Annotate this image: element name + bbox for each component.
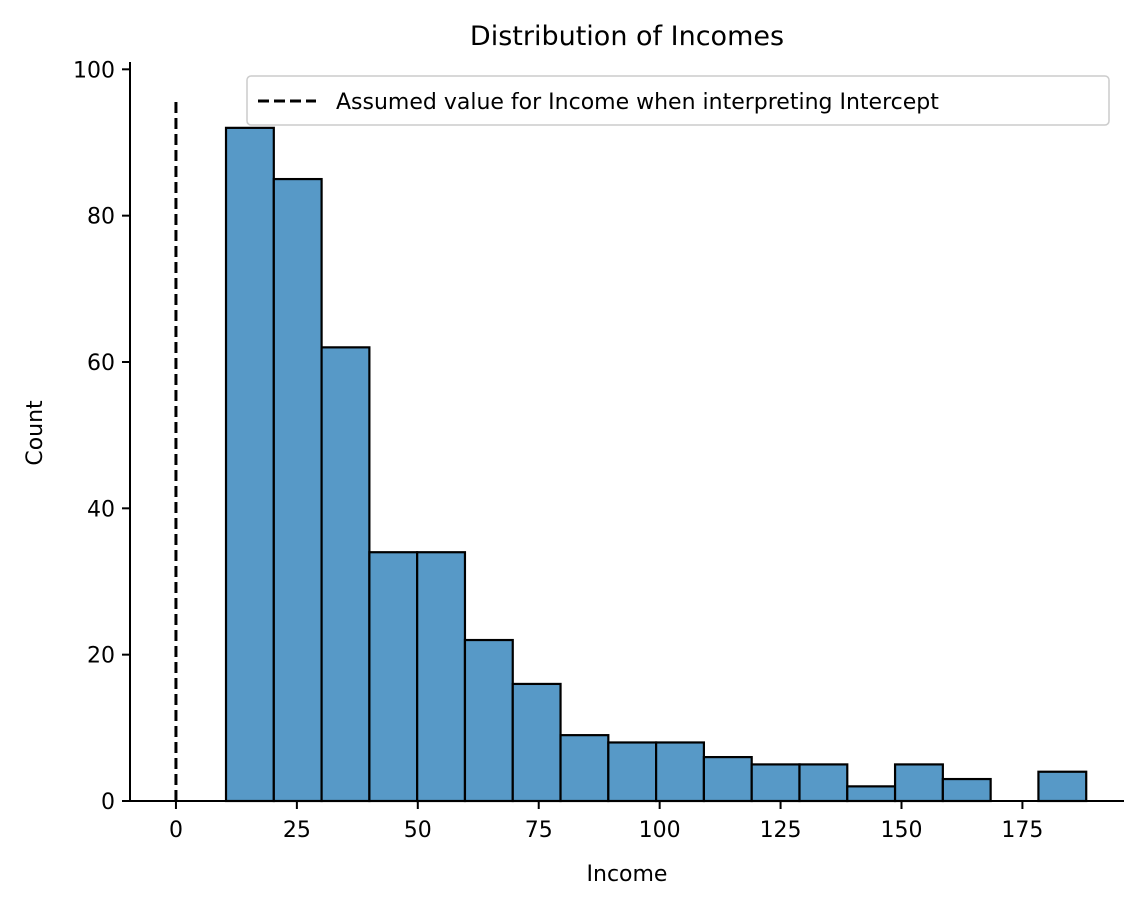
histogram-bar xyxy=(941,777,992,803)
y-tick-label: 20 xyxy=(87,644,115,669)
chart-title: Distribution of Incomes xyxy=(470,21,784,52)
histogram-bar xyxy=(655,741,706,803)
histogram-bar xyxy=(750,763,801,803)
y-tick-label: 80 xyxy=(87,205,115,230)
histogram-bar xyxy=(846,785,897,803)
axes-group xyxy=(129,62,1124,802)
x-tick-label: 100 xyxy=(639,818,681,843)
histogram-bar xyxy=(272,177,323,803)
x-tick-label: 125 xyxy=(760,818,802,843)
legend: Assumed value for Income when interpreti… xyxy=(246,75,1110,126)
x-axis-label: Income xyxy=(587,862,668,887)
x-tick-label: 175 xyxy=(1001,818,1043,843)
x-tick-label: 0 xyxy=(169,818,183,843)
histogram-bar xyxy=(702,755,753,803)
y-ticks-group: 0 20 40 60 80 100 xyxy=(73,58,130,815)
histogram-bar xyxy=(798,763,849,803)
x-tick-label: 75 xyxy=(525,818,553,843)
histogram-bar xyxy=(559,734,610,803)
legend-box xyxy=(246,75,1110,126)
histogram-bar xyxy=(607,741,658,803)
x-tick-label: 150 xyxy=(880,818,922,843)
bars-group xyxy=(224,126,1088,803)
y-tick-label: 100 xyxy=(73,58,115,83)
y-tick-label: 0 xyxy=(101,790,115,815)
x-tick-label: 25 xyxy=(283,818,311,843)
y-tick-label: 40 xyxy=(87,497,115,522)
legend-entry-label: Assumed value for Income when interpreti… xyxy=(336,90,939,115)
histogram-bar xyxy=(1037,770,1088,803)
histogram-bar xyxy=(511,682,562,803)
histogram-bar xyxy=(893,763,944,803)
y-tick-label: 60 xyxy=(87,351,115,376)
x-ticks-group: 0 25 50 75 100 125 150 175 xyxy=(169,801,1043,843)
x-tick-label: 50 xyxy=(404,818,432,843)
histogram-bar xyxy=(416,551,467,803)
histogram-bar xyxy=(320,346,371,803)
histogram-bar xyxy=(224,126,275,803)
histogram-bar xyxy=(368,551,419,803)
y-axis-label: Count xyxy=(23,400,48,466)
histogram-bar xyxy=(463,638,514,803)
